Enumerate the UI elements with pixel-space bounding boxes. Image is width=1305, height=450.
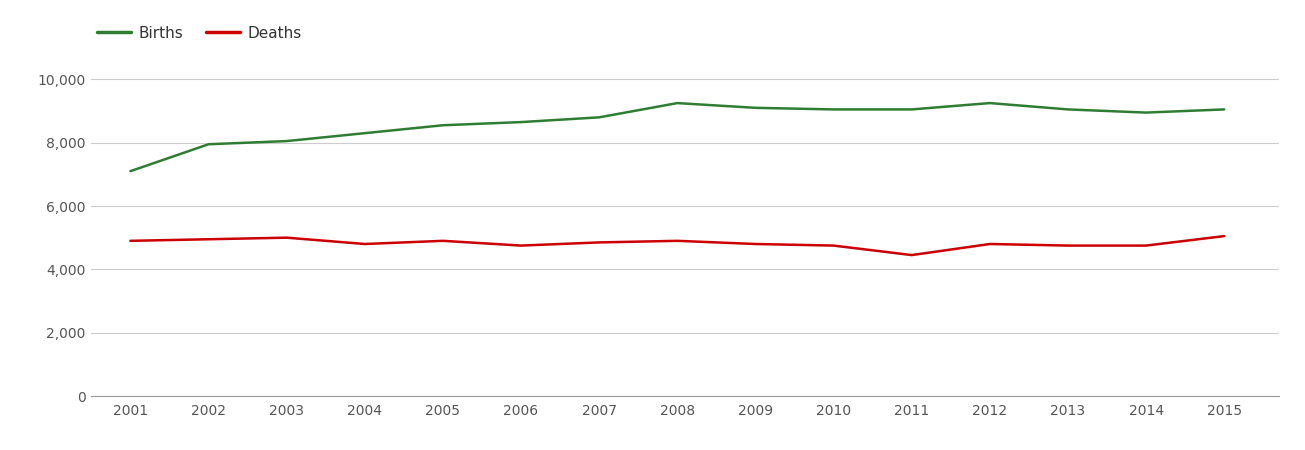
Deaths xyxy=(904,252,920,258)
Births xyxy=(1216,107,1232,112)
Deaths xyxy=(981,241,997,247)
Births xyxy=(1138,110,1154,115)
Births xyxy=(513,119,529,125)
Deaths xyxy=(748,241,763,247)
Births xyxy=(435,122,450,128)
Births xyxy=(591,115,607,120)
Deaths xyxy=(435,238,450,243)
Births xyxy=(201,142,217,147)
Deaths xyxy=(1138,243,1154,248)
Deaths xyxy=(826,243,842,248)
Deaths xyxy=(358,241,373,247)
Births xyxy=(748,105,763,111)
Births xyxy=(826,107,842,112)
Legend: Births, Deaths: Births, Deaths xyxy=(91,20,308,47)
Line: Births: Births xyxy=(130,103,1224,171)
Line: Deaths: Deaths xyxy=(130,236,1224,255)
Deaths xyxy=(1216,234,1232,239)
Deaths xyxy=(591,240,607,245)
Births xyxy=(904,107,920,112)
Deaths xyxy=(669,238,685,243)
Births xyxy=(981,100,997,106)
Deaths xyxy=(1060,243,1075,248)
Deaths xyxy=(123,238,138,243)
Deaths xyxy=(513,243,529,248)
Births xyxy=(279,139,295,144)
Births xyxy=(123,168,138,174)
Births xyxy=(358,130,373,136)
Deaths xyxy=(279,235,295,240)
Deaths xyxy=(201,237,217,242)
Births xyxy=(669,100,685,106)
Births xyxy=(1060,107,1075,112)
